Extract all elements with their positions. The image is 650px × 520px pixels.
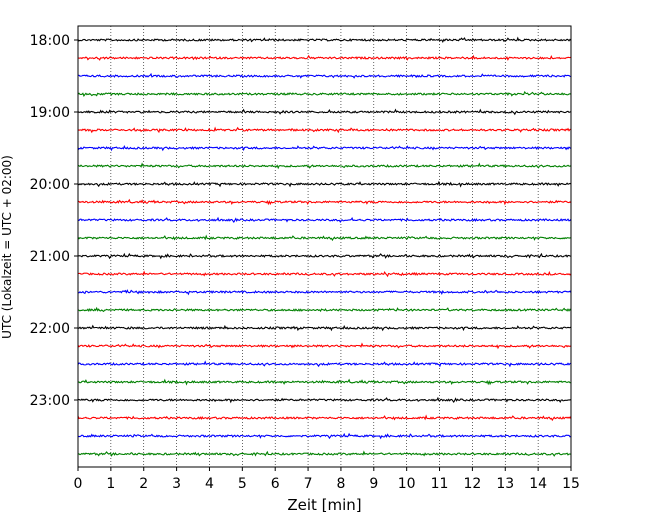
- x-tick-label: 11: [431, 476, 449, 492]
- y-axis-label: UTC (Lokalzeit = UTC + 02:00): [0, 155, 14, 339]
- trace-line: [77, 216, 572, 223]
- y-tick-label: 18:00: [30, 33, 70, 49]
- x-tick-label: 9: [369, 476, 378, 492]
- trace-line: [77, 36, 572, 44]
- y-tick-label: 20:00: [30, 177, 70, 193]
- trace-line: [77, 72, 572, 79]
- trace-line: [77, 270, 572, 278]
- x-tick-label: 13: [496, 476, 514, 492]
- x-tick-label: 12: [463, 476, 481, 492]
- x-axis-label: Zeit [min]: [287, 496, 361, 514]
- trace-line: [77, 54, 572, 61]
- x-tick-label: 3: [172, 476, 181, 492]
- trace-line: [77, 252, 572, 260]
- x-tick-label: 7: [304, 476, 313, 492]
- x-tick-label: 0: [74, 476, 83, 492]
- x-tick-label: 15: [562, 476, 580, 492]
- trace-line: [77, 289, 572, 296]
- x-tick-label: 4: [205, 476, 214, 492]
- x-tick-label: 5: [238, 476, 247, 492]
- trace-line: [77, 396, 572, 404]
- y-tick-label: 23:00: [30, 393, 70, 409]
- trace-line: [77, 90, 572, 97]
- trace-line: [77, 145, 572, 152]
- trace-line: [77, 234, 572, 242]
- x-axis-ticks: 0 1 2 3 4 5 6 7 8 9 10 11 12 13 14 15: [74, 467, 580, 492]
- x-tick-label: 14: [529, 476, 547, 492]
- y-tick-label: 19:00: [30, 105, 70, 121]
- trace-line: [77, 306, 572, 313]
- y-axis-ticks: 18:00 19:00 20:00 21:00 22:00 23:00: [30, 33, 78, 409]
- trace-line: [77, 378, 572, 386]
- trace-line: [77, 108, 572, 116]
- x-tick-label: 10: [398, 476, 416, 492]
- trace-line: [77, 432, 572, 440]
- trace-line: [77, 342, 572, 350]
- x-tick-label: 8: [336, 476, 345, 492]
- trace-line: [77, 198, 572, 206]
- x-tick-label: 1: [106, 476, 115, 492]
- trace-line: [77, 180, 572, 188]
- trace-line: [77, 360, 572, 368]
- trace-line: [77, 450, 572, 457]
- trace-line: [77, 414, 572, 422]
- y-tick-label: 21:00: [30, 249, 70, 265]
- trace-line: [77, 324, 572, 332]
- trace-line: [77, 162, 572, 170]
- x-tick-label: 2: [139, 476, 148, 492]
- trace-line: [77, 126, 572, 134]
- trace-layer: [77, 36, 572, 457]
- y-tick-label: 22:00: [30, 321, 70, 337]
- plot-frame: [77, 25, 572, 468]
- x-tick-label: 6: [271, 476, 280, 492]
